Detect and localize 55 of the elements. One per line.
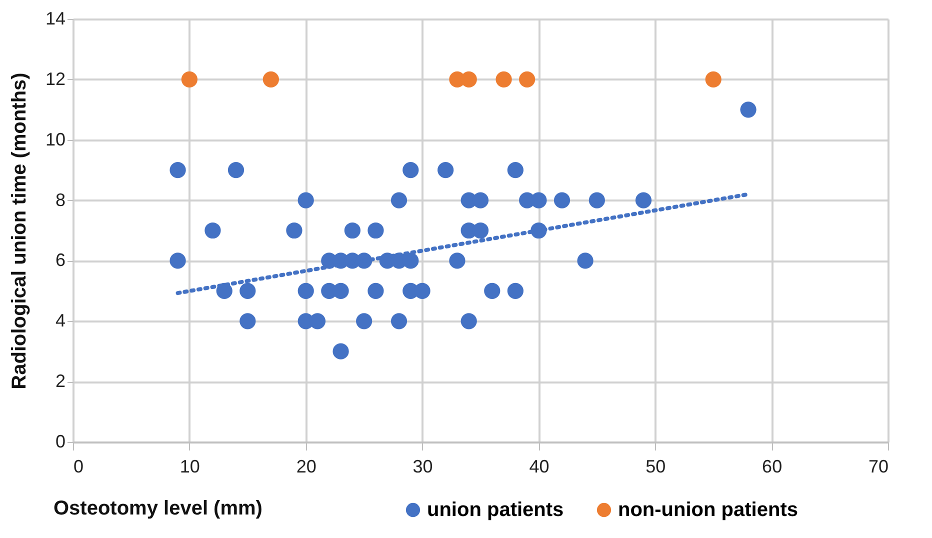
point	[240, 282, 256, 299]
y-tick-label: 0	[55, 432, 66, 452]
point	[298, 282, 314, 299]
x-tick-label: 10	[180, 456, 200, 476]
point	[240, 313, 256, 330]
x-tick-label: 20	[296, 456, 316, 476]
y-axis-title: Radiological union time (months)	[8, 72, 30, 390]
y-tick-label: 6	[55, 250, 66, 270]
point	[438, 162, 454, 178]
point	[390, 313, 408, 330]
y-tick-label: 2	[55, 371, 66, 392]
point	[519, 71, 536, 88]
point	[507, 282, 524, 299]
point	[368, 282, 384, 299]
y-tick-label: 10	[45, 129, 66, 150]
point	[588, 192, 605, 208]
point	[635, 192, 652, 208]
point	[484, 282, 500, 299]
x-tick-label: 60	[762, 456, 782, 476]
y-tick-label: 14	[45, 8, 66, 28]
point	[402, 162, 419, 178]
x-tick-label: 50	[646, 456, 666, 476]
point	[368, 222, 384, 239]
legend-label: union patients	[427, 499, 564, 521]
point	[530, 192, 547, 208]
x-axis-title: Osteotomy level (mm)	[54, 498, 262, 520]
point	[204, 222, 221, 239]
point	[344, 222, 360, 239]
y-tick-label: 4	[55, 310, 66, 331]
point	[740, 102, 756, 118]
legend-label: non-union patients	[618, 499, 798, 521]
y-tick-label: 12	[45, 68, 66, 89]
point	[496, 71, 512, 88]
point	[577, 252, 594, 269]
point	[356, 313, 372, 330]
point	[181, 71, 198, 88]
x-tick-label: 70	[868, 456, 888, 476]
point	[460, 313, 477, 330]
point	[170, 162, 186, 178]
point	[554, 192, 570, 208]
point	[286, 222, 302, 239]
x-tick-label: 40	[529, 456, 550, 476]
point	[262, 71, 279, 88]
point	[705, 71, 722, 88]
x-tick-label: 30	[412, 456, 433, 476]
x-tick-label: 0	[74, 456, 84, 476]
point	[390, 192, 408, 208]
point	[402, 252, 419, 269]
point	[228, 162, 244, 178]
point	[170, 252, 186, 269]
point	[298, 192, 314, 208]
point	[507, 162, 524, 178]
y-tick-label: 8	[55, 190, 66, 210]
point	[332, 343, 349, 360]
point	[449, 252, 466, 269]
